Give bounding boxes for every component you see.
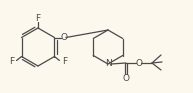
Text: O: O bbox=[123, 74, 130, 83]
Text: F: F bbox=[36, 13, 41, 23]
Text: O: O bbox=[135, 58, 142, 68]
Text: F: F bbox=[9, 57, 14, 66]
Text: O: O bbox=[61, 33, 68, 42]
Text: N: N bbox=[105, 60, 111, 69]
Text: F: F bbox=[62, 57, 67, 66]
